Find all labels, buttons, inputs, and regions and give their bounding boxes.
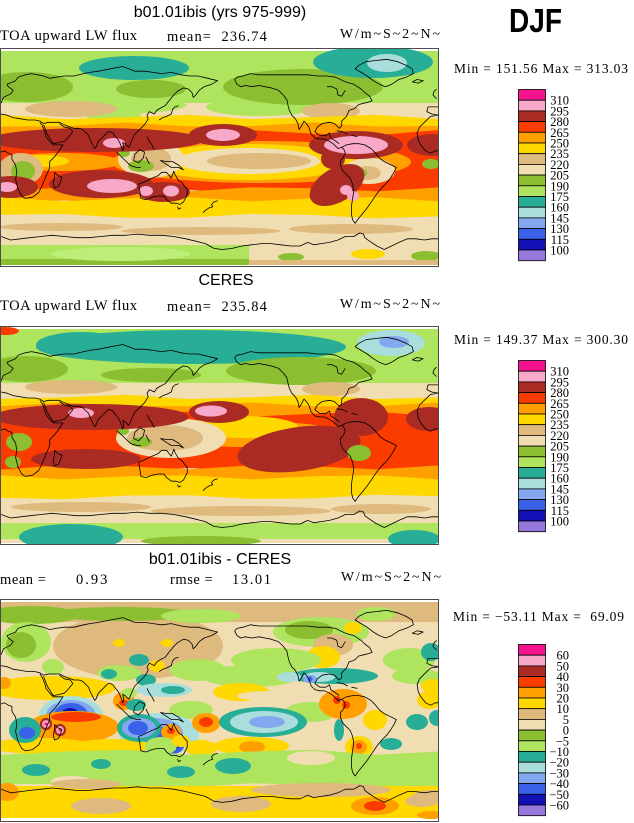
svg-text:100: 100 xyxy=(550,244,569,258)
svg-text:160: 160 xyxy=(550,472,569,486)
svg-text:310: 310 xyxy=(550,94,569,108)
svg-text:175: 175 xyxy=(550,461,569,475)
svg-text:235: 235 xyxy=(550,147,569,161)
svg-text:20: 20 xyxy=(557,692,570,706)
svg-text:265: 265 xyxy=(550,126,569,140)
svg-text:−50: −50 xyxy=(549,788,569,802)
svg-text:130: 130 xyxy=(550,222,569,236)
svg-text:5: 5 xyxy=(563,713,569,727)
svg-text:100: 100 xyxy=(550,515,569,529)
svg-text:10: 10 xyxy=(557,702,570,716)
svg-text:280: 280 xyxy=(550,115,569,129)
svg-text:−10: −10 xyxy=(549,745,569,759)
svg-text:−40: −40 xyxy=(549,777,569,791)
svg-text:130: 130 xyxy=(550,493,569,507)
svg-text:205: 205 xyxy=(550,169,569,183)
svg-text:250: 250 xyxy=(550,137,569,151)
svg-text:190: 190 xyxy=(550,179,569,193)
svg-text:280: 280 xyxy=(550,386,569,400)
svg-text:60: 60 xyxy=(557,649,570,663)
svg-text:115: 115 xyxy=(551,233,569,247)
svg-text:145: 145 xyxy=(550,211,569,225)
svg-text:50: 50 xyxy=(557,659,570,673)
svg-text:190: 190 xyxy=(550,450,569,464)
svg-text:250: 250 xyxy=(550,408,569,422)
svg-text:145: 145 xyxy=(550,482,569,496)
svg-text:235: 235 xyxy=(550,418,569,432)
svg-text:265: 265 xyxy=(550,397,569,411)
svg-text:0: 0 xyxy=(563,724,569,738)
svg-text:160: 160 xyxy=(550,201,569,215)
svg-text:295: 295 xyxy=(550,375,569,389)
svg-text:115: 115 xyxy=(551,504,569,518)
svg-text:220: 220 xyxy=(550,429,569,443)
svg-text:220: 220 xyxy=(550,158,569,172)
svg-text:40: 40 xyxy=(557,670,570,684)
svg-text:205: 205 xyxy=(550,440,569,454)
svg-text:30: 30 xyxy=(557,681,570,695)
svg-text:−30: −30 xyxy=(549,766,569,780)
svg-text:295: 295 xyxy=(550,104,569,118)
svg-text:−60: −60 xyxy=(549,799,569,813)
svg-text:310: 310 xyxy=(550,365,569,379)
svg-text:175: 175 xyxy=(550,190,569,204)
svg-text:−20: −20 xyxy=(549,756,569,770)
svg-text:−5: −5 xyxy=(556,734,569,748)
